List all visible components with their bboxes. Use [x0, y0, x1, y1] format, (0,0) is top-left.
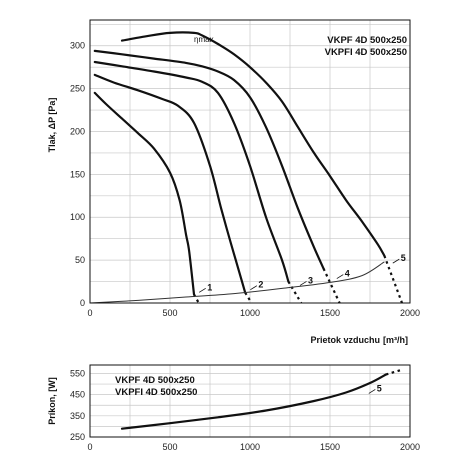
y-tick-label: 50 [75, 255, 85, 265]
y-tick-label: 450 [70, 390, 85, 400]
flow-x-axis-unit: [m³/h] [383, 335, 408, 345]
power-ticks: 0 500 1000 1500 2000 250 350 450 550 [70, 368, 420, 452]
pressure-curves [89, 31, 404, 304]
x-tick-label: 500 [162, 442, 177, 452]
x-tick-label: 1000 [240, 442, 260, 452]
fan-curve-1-extension [193, 293, 200, 304]
y-tick-label: 350 [70, 411, 85, 421]
curve-label: 2 [258, 280, 263, 290]
fan-curve-2-extension [244, 292, 253, 304]
x-tick-label: 1000 [240, 308, 260, 318]
pressure-legend-1: VKPF 4D 500x250 [327, 35, 407, 46]
pressure-legend-2: VKPFI 4D 500x250 [325, 47, 407, 58]
curve-label: 4 [345, 269, 350, 279]
curve-label: 5 [377, 383, 382, 393]
power-curve-labels: 5 [368, 383, 382, 394]
pressure-grid [89, 20, 411, 304]
fan-curve-5-extension [385, 368, 403, 376]
fan-curve-1 [93, 91, 196, 296]
x-tick-label: 1500 [320, 308, 340, 318]
fan-curve-5 [120, 31, 386, 257]
pressure-curve-labels: 1 2 3 4 5 [198, 253, 406, 293]
curve-label-leader [299, 281, 307, 286]
fan-curve-5 [120, 373, 388, 430]
power-legend-2: VKPFI 4D 500x250 [115, 387, 197, 398]
power-legend-1: VKPF 4D 500x250 [115, 375, 195, 386]
eta-max-label: ηmax [194, 35, 214, 44]
curve-label-leader [250, 285, 258, 291]
curve-label-leader [198, 287, 206, 293]
y-tick-label: 250 [70, 432, 85, 442]
x-tick-label: 500 [162, 308, 177, 318]
curve-label: 5 [401, 253, 406, 263]
fan-curve-5-extension [383, 255, 404, 304]
y-tick-label: 300 [70, 41, 85, 51]
pressure-y-axis-label: Tlak, ΔP [Pa] [47, 98, 57, 153]
fan-curve-3-extension [287, 281, 303, 304]
pressure-ticks: 0 500 1000 1500 2000 0 50 100 150 200 250 300 [70, 41, 420, 318]
fan-curve-4 [93, 49, 325, 270]
pressure-plot-frame [89, 19, 411, 304]
curve-label-leader [392, 258, 400, 264]
x-tick-label: 0 [87, 442, 92, 452]
fan-curve-3 [93, 60, 290, 283]
power-y-axis-label: Príkon, [W] [47, 377, 57, 425]
y-tick-label: 550 [70, 368, 85, 378]
x-tick-label: 2000 [400, 442, 420, 452]
y-tick-label: 0 [80, 298, 85, 308]
curve-label: 1 [207, 282, 212, 292]
y-tick-label: 250 [70, 84, 85, 94]
power-plot-frame [89, 364, 411, 438]
fan-curve-4-extension [322, 268, 341, 304]
y-tick-label: 150 [70, 169, 85, 179]
flow-x-axis-label: Prietok vzduchu [310, 335, 380, 345]
y-tick-label: 200 [70, 126, 85, 136]
curve-label: 3 [308, 275, 313, 285]
x-tick-label: 1500 [320, 442, 340, 452]
curve-label-leader [368, 389, 376, 394]
pressure-chart: 0 500 1000 1500 2000 0 50 100 150 200 250 300 1 2 3 4 5… [47, 19, 420, 345]
power-chart: 0 500 1000 1500 2000 250 350 450 550 5 VKPF 4D 5… [47, 364, 420, 452]
y-tick-label: 100 [70, 212, 85, 222]
x-tick-label: 2000 [400, 308, 420, 318]
power-curves [120, 368, 403, 430]
system-curve [89, 261, 385, 304]
fan-curve-2 [93, 73, 247, 294]
curve-label-leader [336, 274, 344, 279]
x-tick-label: 0 [87, 308, 92, 318]
